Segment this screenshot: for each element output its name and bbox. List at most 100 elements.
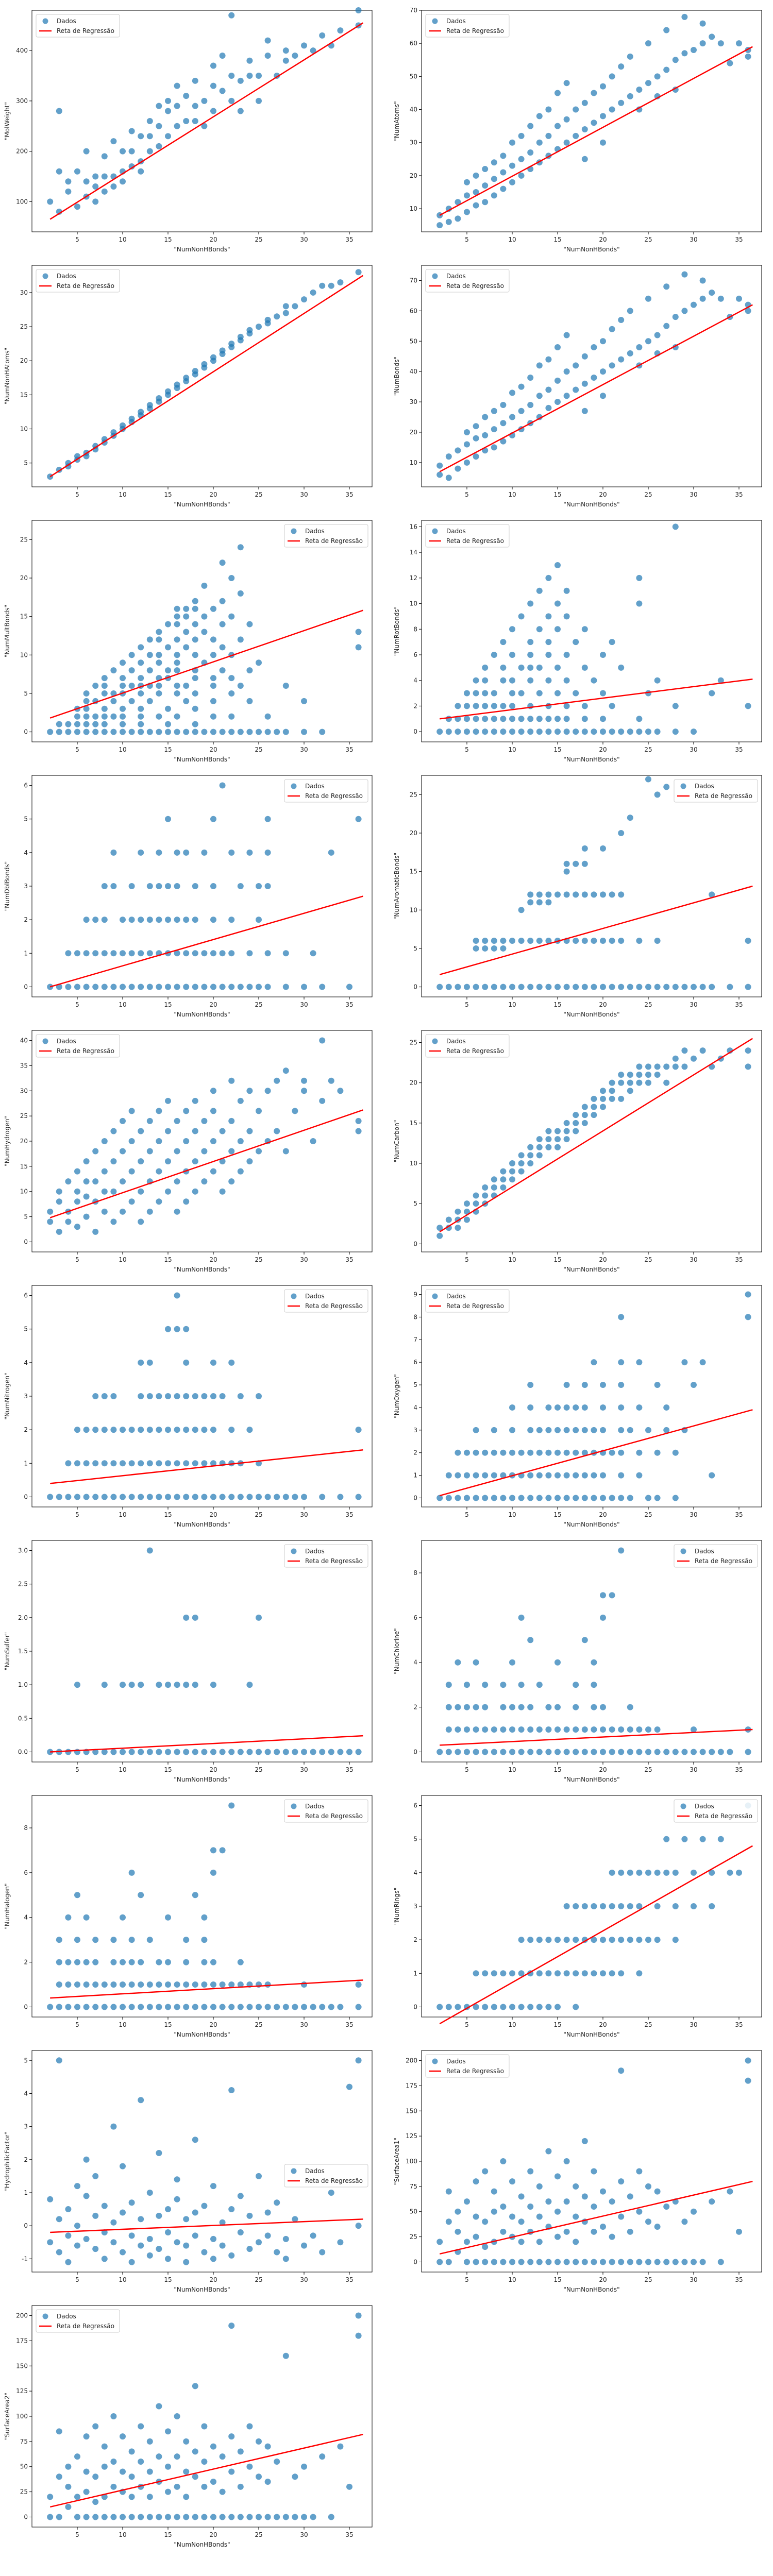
data-point xyxy=(83,2514,90,2520)
data-point xyxy=(174,2483,180,2490)
data-point xyxy=(545,1427,552,1433)
data-point xyxy=(282,1067,289,1074)
data-point xyxy=(83,148,90,155)
data-point xyxy=(282,57,289,64)
data-point xyxy=(174,1749,180,1755)
y-tick-label: 200 xyxy=(406,2057,417,2064)
data-point xyxy=(473,2178,479,2185)
data-point xyxy=(156,395,162,401)
y-tick-label: 5 xyxy=(413,945,417,952)
data-point xyxy=(491,1749,497,1755)
y-tick-label: 125 xyxy=(406,2132,417,2140)
x-tick-label: 15 xyxy=(164,2021,172,2028)
data-point xyxy=(192,1981,198,1988)
data-point xyxy=(545,716,552,722)
data-point xyxy=(445,984,452,990)
data-point xyxy=(581,1120,588,1126)
data-point xyxy=(518,172,525,179)
data-point xyxy=(455,1659,461,1666)
data-point xyxy=(591,1659,597,1666)
data-point xyxy=(699,1047,706,1054)
data-point xyxy=(455,465,461,472)
data-point xyxy=(219,2242,226,2249)
data-point xyxy=(609,1937,615,1943)
y-tick-label: 5 xyxy=(413,1381,417,1388)
data-point xyxy=(681,2218,688,2225)
data-point xyxy=(445,716,452,722)
data-point xyxy=(554,2004,561,2010)
data-point xyxy=(219,782,226,789)
data-point xyxy=(709,33,715,40)
legend-marker-points xyxy=(291,1548,297,1554)
data-point xyxy=(183,644,190,651)
data-point xyxy=(165,1682,171,1688)
regression-line xyxy=(50,1735,363,1753)
x-tick-label: 30 xyxy=(300,1001,308,1008)
x-tick-label: 10 xyxy=(508,1256,516,1263)
chart-9: 5 10 15 20 25 30 350510152025303540"NumNonHBon… xyxy=(4,1030,373,1273)
data-point xyxy=(482,677,489,684)
y-tick-label: 16 xyxy=(410,523,417,530)
data-point xyxy=(74,2004,80,2010)
data-point xyxy=(210,2235,216,2242)
y-tick-label: 4 xyxy=(413,1659,417,1666)
data-point xyxy=(545,404,552,411)
data-point xyxy=(246,950,253,957)
data-point xyxy=(663,66,670,73)
data-point xyxy=(573,984,579,990)
x-tick-label: 30 xyxy=(690,1766,697,1773)
data-point xyxy=(282,984,289,990)
data-point xyxy=(554,1749,561,1755)
data-point xyxy=(74,1494,80,1500)
data-point xyxy=(264,52,271,59)
data-point xyxy=(545,938,552,944)
chart-18: 5 10 15 20 25 30 350255075100125150175200"NumN… xyxy=(393,2050,762,2293)
data-point xyxy=(210,636,216,643)
data-point xyxy=(210,950,216,957)
data-point xyxy=(691,1055,697,1062)
data-point xyxy=(545,1726,552,1733)
legend-marker-points xyxy=(42,273,48,279)
data-point xyxy=(573,1128,579,1134)
data-point xyxy=(165,721,171,727)
data-point xyxy=(219,984,226,990)
data-point xyxy=(473,984,479,990)
data-point xyxy=(545,2198,552,2205)
data-point xyxy=(581,1404,588,1411)
data-point xyxy=(436,1225,443,1231)
data-point xyxy=(536,1937,543,1943)
data-point xyxy=(120,2514,126,2520)
data-point xyxy=(92,1393,99,1399)
x-tick-label: 25 xyxy=(255,491,262,498)
data-point xyxy=(174,2196,180,2202)
data-point xyxy=(337,2239,344,2246)
data-point xyxy=(609,938,615,944)
data-point xyxy=(201,1148,208,1155)
data-point xyxy=(554,90,561,96)
data-point xyxy=(745,2057,751,2064)
regression-line xyxy=(50,1449,363,1484)
data-point xyxy=(146,1937,153,1943)
data-point xyxy=(464,441,470,448)
data-point xyxy=(128,2448,135,2455)
data-point xyxy=(337,2443,344,2450)
data-point xyxy=(328,2189,334,2196)
data-point xyxy=(120,1914,126,1921)
chart-4: 5 10 15 20 25 30 3510203040506070"NumNonHBonds… xyxy=(393,265,762,508)
data-point xyxy=(527,401,534,408)
data-point xyxy=(110,728,117,735)
data-point xyxy=(201,1117,208,1124)
data-point xyxy=(573,1472,579,1479)
data-point xyxy=(609,362,615,369)
data-point xyxy=(256,883,262,889)
x-tick-label: 25 xyxy=(255,2531,262,2538)
data-point xyxy=(636,1449,643,1456)
data-point xyxy=(509,1404,515,1411)
y-tick-label: 60 xyxy=(410,40,417,47)
data-point xyxy=(600,891,606,898)
data-point xyxy=(301,1494,307,1500)
data-point xyxy=(128,2232,135,2239)
data-point xyxy=(473,1726,479,1733)
data-point xyxy=(192,2137,198,2143)
data-point xyxy=(47,2514,54,2520)
